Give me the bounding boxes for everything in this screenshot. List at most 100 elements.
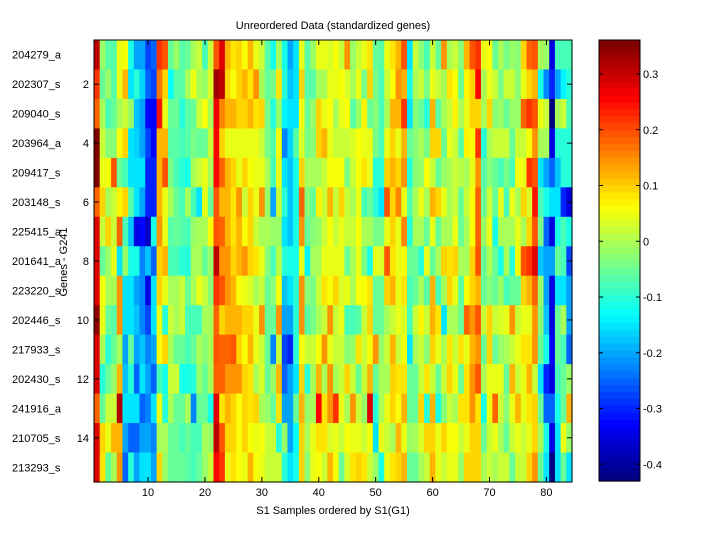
heatmap-cell	[219, 128, 226, 159]
heatmap-cell	[236, 393, 243, 424]
heatmap-cell	[270, 187, 277, 218]
heatmap-cell	[446, 157, 454, 188]
heatmap-cell	[532, 452, 539, 483]
colorbar-swatch	[599, 170, 640, 179]
colorbar-swatch	[599, 136, 640, 144]
heatmap-cell	[424, 305, 431, 336]
heatmap-cell	[259, 305, 266, 336]
heatmap-cell	[315, 69, 323, 100]
heatmap-cell	[412, 40, 419, 71]
heatmap-cell	[287, 423, 294, 454]
heatmap-cell	[338, 98, 345, 129]
heatmap-cell	[207, 69, 215, 100]
heatmap-cell	[526, 157, 533, 188]
heatmap-cell	[202, 423, 209, 454]
heatmap-cell	[173, 157, 180, 188]
heatmap-cell	[253, 98, 260, 129]
heatmap-cell	[458, 423, 465, 454]
heatmap-cell	[384, 157, 391, 188]
heatmap-cell	[367, 452, 374, 483]
heatmap-cell	[372, 128, 380, 159]
heatmap-cell	[412, 187, 419, 218]
heatmap-cell	[287, 305, 294, 336]
heatmap-cell	[372, 157, 380, 188]
colorbar-swatch	[599, 60, 640, 69]
heatmap-cell	[190, 187, 198, 218]
heatmap-cell	[566, 275, 573, 306]
heatmap-cell	[162, 187, 169, 218]
heatmap-cell	[424, 40, 431, 71]
heatmap-cell	[259, 40, 266, 71]
heatmap-cell	[156, 275, 163, 306]
heatmap-cell	[532, 187, 539, 218]
heatmap-cell	[367, 423, 374, 454]
heatmap-cell	[492, 187, 499, 218]
heatmap-cell	[463, 452, 471, 483]
heatmap-cell	[281, 157, 289, 188]
heatmap-cell	[429, 216, 437, 247]
heatmap-cell	[253, 187, 260, 218]
heatmap-cell	[167, 452, 175, 483]
x-tick-label: 40	[313, 487, 325, 499]
heatmap-cell	[355, 275, 363, 306]
heatmap-cell	[230, 216, 237, 247]
heatmap-cell	[219, 69, 226, 100]
heatmap-cell	[344, 69, 351, 100]
colorbar-swatch	[599, 412, 640, 420]
heatmap-cell	[372, 246, 380, 277]
heatmap-cell	[94, 216, 101, 247]
heatmap-cell	[378, 157, 385, 188]
heatmap-cell	[378, 334, 385, 365]
heatmap-cell	[526, 275, 533, 306]
heatmap-cell	[276, 69, 283, 100]
heatmap-cell	[173, 128, 180, 159]
heatmap-cell	[281, 305, 289, 336]
heatmap-cell	[298, 40, 306, 71]
heatmap-cell	[401, 305, 408, 336]
heatmap-cell	[384, 275, 391, 306]
heatmap-cell	[412, 157, 419, 188]
heatmap-cell	[116, 69, 124, 100]
heatmap-cell	[139, 216, 146, 247]
heatmap-cell	[293, 40, 300, 71]
heatmap-cell	[270, 393, 277, 424]
heatmap-cell	[486, 216, 493, 247]
heatmap-cell	[537, 69, 545, 100]
heatmap-cell	[549, 423, 556, 454]
heatmap-cells	[94, 40, 573, 483]
heatmap-cell	[133, 275, 141, 306]
heatmap-cell	[452, 452, 459, 483]
colorbar-swatch	[599, 150, 640, 158]
heatmap-cell	[401, 364, 408, 395]
heatmap-cell	[384, 40, 391, 71]
heatmap-cell	[304, 187, 311, 218]
heatmap-cell	[315, 157, 323, 188]
heatmap-cell	[230, 275, 237, 306]
heatmap-cell	[412, 246, 419, 277]
heatmap-cell	[389, 423, 397, 454]
heatmap-cell	[537, 452, 545, 483]
heatmap-cell	[515, 275, 522, 306]
heatmap-cell	[287, 98, 294, 129]
heatmap-cell	[372, 69, 380, 100]
heatmap-cell	[401, 187, 408, 218]
heatmap-cell	[236, 305, 243, 336]
heatmap-cell	[293, 393, 300, 424]
heatmap-cell	[492, 69, 499, 100]
heatmap-cell	[543, 334, 550, 365]
heatmap-cell	[344, 128, 351, 159]
heatmap-cell	[230, 40, 237, 71]
heatmap-cell	[486, 157, 493, 188]
colorbar-swatch	[599, 453, 640, 461]
heatmap-cell	[418, 187, 425, 218]
heatmap-cell	[492, 452, 499, 483]
heatmap-cell	[441, 305, 448, 336]
heatmap-cell	[475, 246, 482, 277]
heatmap-cell	[139, 187, 146, 218]
colorbar-swatch	[599, 81, 640, 89]
heatmap-cell	[213, 128, 220, 159]
heatmap-cell	[480, 128, 488, 159]
heatmap-cell	[492, 393, 499, 424]
heatmap-cell	[310, 40, 317, 71]
heatmap-cell	[435, 216, 442, 247]
